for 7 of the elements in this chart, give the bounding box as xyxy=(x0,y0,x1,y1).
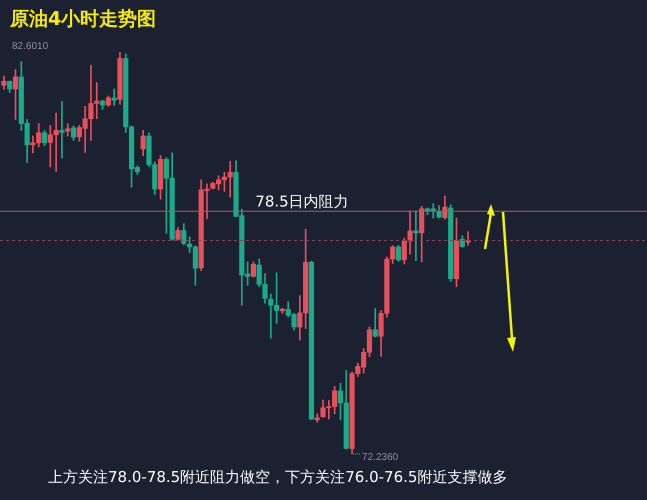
candlestick xyxy=(12,69,18,120)
annotation: 82.6010 xyxy=(12,40,49,52)
chart-title: 原油4小时走势图 xyxy=(10,7,156,32)
text: 上方关注78.0-78.5附近阻力做空，下方关注76.0-76.5附近支撑做多 xyxy=(48,468,508,487)
ref-line-label: 78.5日内阻力 xyxy=(255,192,349,211)
annotation: 72.2360 xyxy=(362,452,399,463)
candlestick xyxy=(59,101,65,158)
